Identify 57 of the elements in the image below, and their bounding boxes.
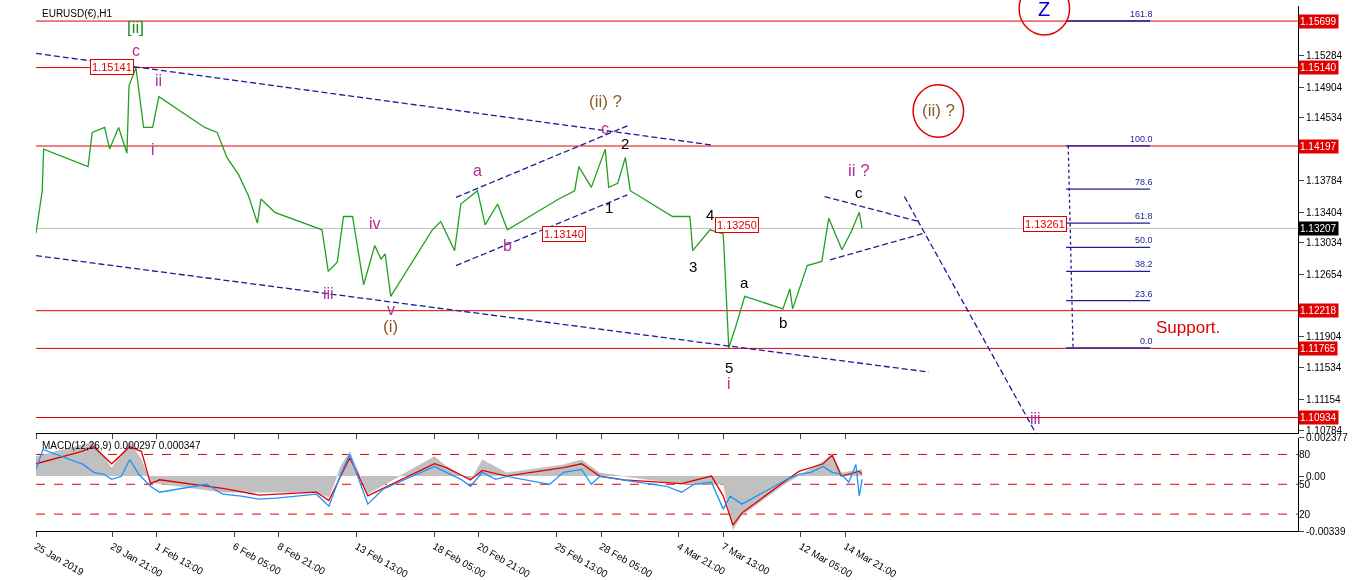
annotation: 1 <box>605 199 614 216</box>
annotation: i <box>151 141 155 158</box>
annotation: 100.0 <box>1130 134 1153 144</box>
annotation: (ii) ? <box>922 101 956 120</box>
annotation: 78.6 <box>1135 177 1153 187</box>
y-tick-label: -0.00339 <box>1306 525 1346 537</box>
ref-line-label: 1.11765 <box>1300 343 1336 354</box>
annotation: 5 <box>725 359 734 376</box>
annotation: 1.13140 <box>544 228 584 240</box>
y-tick-label: 1.15284 <box>1306 50 1343 62</box>
ref-line-label: 1.15140 <box>1300 62 1337 73</box>
annotation: a <box>740 274 749 291</box>
ref-line-label: 1.15699 <box>1300 16 1337 27</box>
annotation: iv <box>369 215 381 232</box>
x-tick-label: 13 Feb 13:00 <box>353 540 411 580</box>
y-tick-label: 1.11154 <box>1306 393 1342 405</box>
y-tick-label: 1.14904 <box>1306 81 1343 93</box>
y-tick-label: 1.13034 <box>1306 237 1343 249</box>
annotation: a <box>473 162 482 179</box>
annotation: 1.15141 <box>92 61 132 73</box>
y-tick-label: 1.14534 <box>1306 112 1343 124</box>
annotation: Support. <box>1156 318 1221 337</box>
annotation: 1.13261 <box>1025 218 1065 230</box>
annotation: [ii] <box>127 18 144 37</box>
ref-line-label: 1.10934 <box>1300 412 1337 423</box>
annotation: ii ? <box>848 161 870 180</box>
chart-title: EURUSD(€),H1 <box>42 8 113 19</box>
y2-tick-label: 20 <box>1299 508 1311 520</box>
annotation: Z <box>1038 0 1051 20</box>
y-tick-label: 1.11534 <box>1306 362 1342 374</box>
annotation: c <box>855 184 863 201</box>
annotation: i <box>727 375 731 392</box>
annotation: 2 <box>621 135 630 152</box>
y-tick-label: 1.13784 <box>1306 174 1343 186</box>
annotation: (ii) ? <box>589 92 623 111</box>
annotation: 1.13250 <box>717 219 757 231</box>
annotation: 38.2 <box>1135 259 1153 269</box>
y-tick-label: 0.002377 <box>1306 432 1349 444</box>
annotation: 0.0 <box>1140 336 1153 346</box>
annotation: 50.0 <box>1135 235 1153 245</box>
annotation: 23.6 <box>1135 289 1153 299</box>
ref-line-label: 1.13207 <box>1300 223 1337 234</box>
annotation: (i) <box>383 317 399 336</box>
annotation: 161.8 <box>1130 9 1153 19</box>
annotation: 61.8 <box>1135 211 1153 221</box>
y-tick-label: 1.13404 <box>1306 206 1343 218</box>
annotation: c <box>132 42 140 59</box>
annotation: 3 <box>689 258 698 275</box>
annotation: 4 <box>706 206 715 223</box>
annotation: b <box>779 314 788 331</box>
y2-tick-label: 80 <box>1299 448 1311 460</box>
y-tick-label: 1.11904 <box>1306 331 1342 343</box>
y-tick-label: 1.12654 <box>1306 268 1343 280</box>
x-tick-label: 25 Jan 2019 <box>32 540 87 578</box>
ref-line-label: 1.14197 <box>1300 141 1337 152</box>
annotation: ii <box>155 72 163 89</box>
ref-line-label: 1.12218 <box>1300 305 1337 316</box>
